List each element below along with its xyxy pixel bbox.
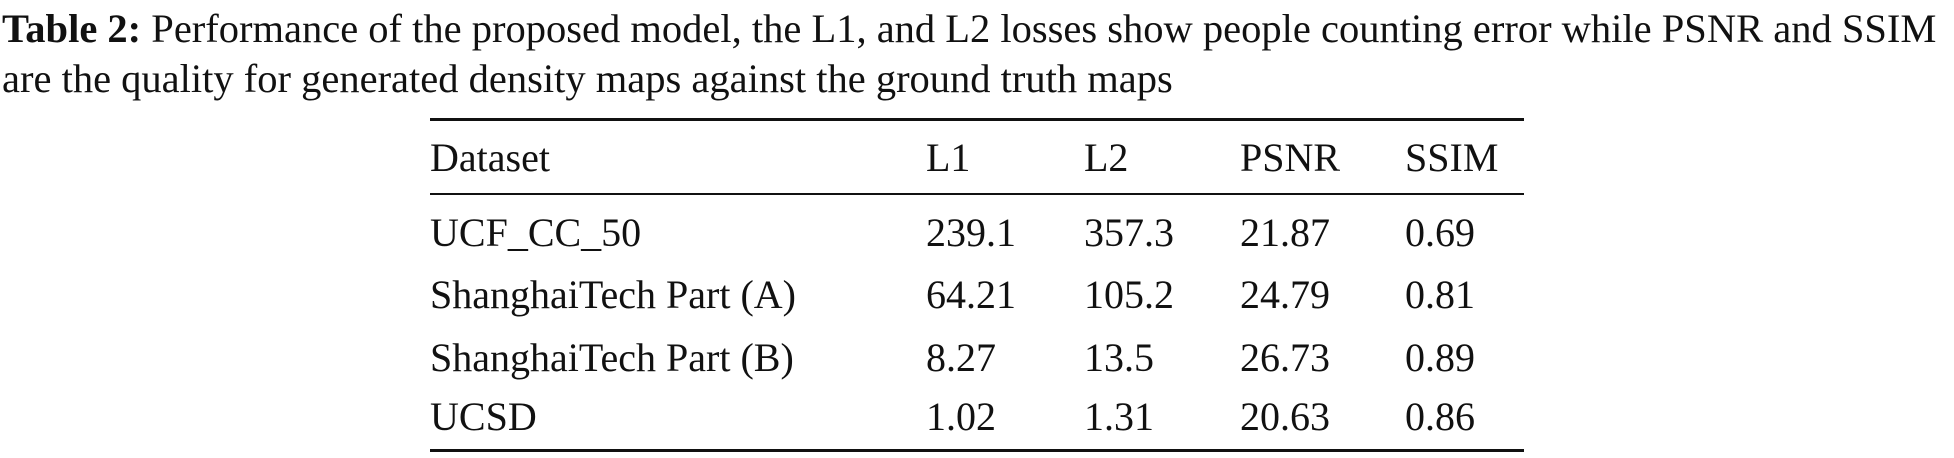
header-cell: L1 — [926, 135, 971, 180]
table-cell: 8.27 — [926, 335, 996, 380]
header-cell: L2 — [1084, 135, 1129, 180]
table-cell: 1.31 — [1084, 394, 1154, 439]
table-cell: 357.3 — [1084, 210, 1174, 255]
table-cell: 239.1 — [926, 210, 1016, 255]
table-cell: 105.2 — [1084, 272, 1174, 317]
table-cell: 13.5 — [1084, 335, 1154, 380]
table-cell: 0.81 — [1405, 272, 1475, 317]
table-cell: 0.69 — [1405, 210, 1475, 255]
table-cell: 24.79 — [1240, 272, 1330, 317]
table-cell: 26.73 — [1240, 335, 1330, 380]
table-cell: 20.63 — [1240, 394, 1330, 439]
table-cell: UCSD — [430, 394, 537, 439]
bottom-rule — [430, 449, 1524, 452]
table-cell: ShanghaiTech Part (A) — [430, 272, 796, 317]
table-cell: 0.86 — [1405, 394, 1475, 439]
header-cell: Dataset — [430, 135, 550, 180]
mid-rule — [430, 193, 1524, 195]
top-rule — [430, 118, 1524, 121]
table-cell: 21.87 — [1240, 210, 1330, 255]
caption-text: Performance of the proposed model, the L… — [2, 6, 1937, 101]
table-cell: 64.21 — [926, 272, 1016, 317]
table-cell: ShanghaiTech Part (B) — [430, 335, 794, 380]
table-cell: 0.89 — [1405, 335, 1475, 380]
table-cell: 1.02 — [926, 394, 996, 439]
header-cell: SSIM — [1405, 135, 1499, 180]
table-cell: UCF_CC_50 — [430, 210, 642, 255]
caption-label: Table 2: — [2, 6, 142, 51]
caption: Table 2: Performance of the proposed mod… — [2, 4, 1952, 104]
header-cell: PSNR — [1240, 135, 1341, 180]
